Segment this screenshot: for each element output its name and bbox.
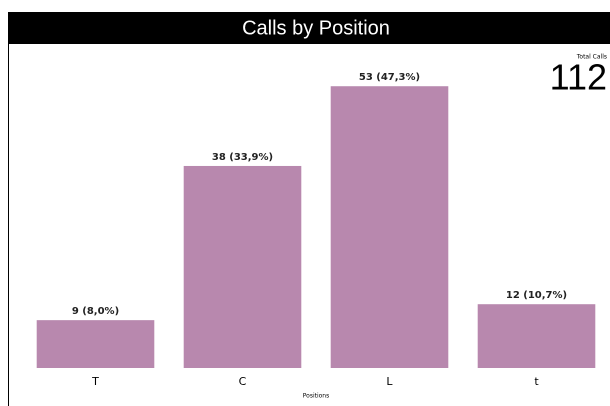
bar (36, 320, 155, 368)
x-tick-label: L (386, 375, 393, 388)
total-value: 112 (550, 57, 607, 98)
bar (183, 165, 302, 368)
x-tick-label: T (91, 375, 99, 388)
x-tick-label: C (239, 375, 247, 388)
bar (330, 86, 449, 368)
x-axis-label: Positions (303, 393, 330, 400)
bar (477, 304, 596, 368)
x-tick-label: t (534, 375, 539, 388)
total-label: Total Calls (576, 54, 607, 61)
data-label: 38 (33,9%) (212, 152, 273, 163)
data-label: 53 (47,3%) (359, 72, 420, 83)
title-bar (8, 12, 610, 44)
data-label: 9 (8,0%) (72, 306, 119, 317)
data-label: 12 (10,7%) (506, 290, 567, 301)
chart-title: Calls by Position (242, 17, 390, 39)
